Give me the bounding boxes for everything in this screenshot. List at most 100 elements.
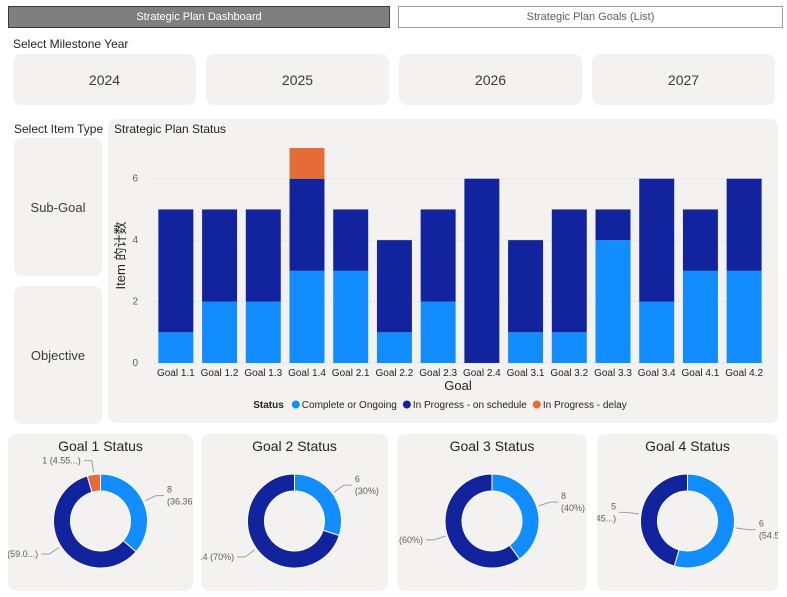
- donut-leader-line: [619, 511, 640, 515]
- donut-data-label: 8: [167, 485, 172, 495]
- strategic-plan-status-chart: Strategic Plan Status 0 2 4 6 Item 的计数 Goal 1.…: [113, 122, 766, 411]
- donut-leader-line: [41, 547, 60, 555]
- bar-segment[interactable]: [682, 209, 718, 271]
- donut-slice[interactable]: [294, 473, 342, 537]
- donut-data-label: 8: [561, 491, 566, 501]
- item-type-label: Select Item Type: [14, 122, 104, 136]
- bar-segment[interactable]: [726, 178, 762, 271]
- bar-segment[interactable]: [158, 332, 194, 363]
- x-tick-label: Goal 2.4: [463, 368, 501, 379]
- tab-strategic-plan-goals-list[interactable]: Strategic Plan Goals (List): [398, 6, 783, 28]
- donut-slice[interactable]: [673, 473, 735, 569]
- donut-leader-line: [333, 484, 352, 493]
- donut-leader-line: [735, 527, 756, 531]
- donut-slice[interactable]: [247, 473, 340, 569]
- bar-segment[interactable]: [595, 209, 631, 241]
- donut-leader-line: [538, 501, 559, 507]
- bar-segment[interactable]: [508, 240, 544, 333]
- donut-leader-line: [237, 549, 256, 558]
- x-tick-label: Goal 1.3: [244, 368, 282, 379]
- donut-data-label: 1 (4.55...): [42, 456, 81, 466]
- goal-1-status-donut: 8 (36.36%) 13 (59.0...) 1 (4.55...): [0, 456, 204, 569]
- legend-entry: In Progress - delay: [543, 400, 627, 411]
- goal-3-status-donut: 8 (40%) 12 (60%): [386, 473, 585, 569]
- item-type-sub-goal-button[interactable]: Sub-Goal: [14, 138, 102, 276]
- donut-slice[interactable]: [640, 473, 688, 567]
- legend-entry: In Progress - on schedule: [413, 400, 527, 411]
- milestone-year-label: Select Milestone Year: [13, 37, 129, 51]
- bar-segment[interactable]: [726, 270, 762, 363]
- bar-segment[interactable]: [202, 209, 238, 302]
- x-axis-label: Goal: [444, 378, 472, 393]
- donut-slice[interactable]: [86, 473, 101, 493]
- legend-entry: Complete or Ongoing: [302, 400, 397, 411]
- donut-slice[interactable]: [100, 473, 148, 553]
- bar-segment[interactable]: [639, 301, 675, 363]
- goal-4-status-panel: Goal 4 Status 6 (54.55%) 5 (45.45...): [580, 434, 787, 591]
- bar-segment[interactable]: [376, 240, 412, 333]
- donut-data-label: 13 (59.0...): [8, 549, 38, 559]
- bar-segment[interactable]: [551, 209, 587, 333]
- bar-segment[interactable]: [464, 178, 500, 363]
- bar-segment[interactable]: [376, 332, 412, 363]
- goal-3-status-title: Goal 3 Status: [449, 438, 535, 454]
- bar-segment[interactable]: [420, 209, 456, 302]
- donut-data-label: 12 (60%): [397, 535, 423, 545]
- donut-data-label: 14 (70%): [201, 552, 234, 562]
- bar-segment[interactable]: [289, 178, 325, 271]
- year-button-2027[interactable]: 2027: [592, 54, 775, 105]
- donut-leader-line: [425, 535, 446, 541]
- year-button-2024[interactable]: 2024: [13, 54, 196, 105]
- goal-2-status-donut: 6 (30%) 14 (70%): [198, 473, 379, 569]
- goal-2-status-panel: Goal 2 Status 6 (30%) 14 (70%): [198, 434, 388, 591]
- donut-slice[interactable]: [491, 473, 540, 560]
- x-tick-label: Goal 1.1: [157, 368, 195, 379]
- goal-3-status-panel: Goal 3 Status 8 (40%) 12 (60%): [386, 434, 587, 591]
- donut-slice[interactable]: [444, 473, 521, 569]
- x-tick-label: Goal 2.2: [376, 368, 414, 379]
- bar-segment[interactable]: [202, 301, 238, 363]
- bar-segment[interactable]: [158, 209, 194, 333]
- bar-segment[interactable]: [420, 301, 456, 363]
- y-tick-label: 6: [132, 174, 138, 185]
- bar-segment[interactable]: [508, 332, 544, 363]
- legend: Status Complete or Ongoing In Progress - o…: [253, 400, 627, 411]
- bar-segment[interactable]: [289, 148, 325, 179]
- x-tick-label: Goal 1.4: [288, 368, 326, 379]
- strategic-plan-status-panel: Strategic Plan Status 0 2 4 6 Item 的计数 Goal 1.…: [108, 119, 778, 423]
- bar-segment[interactable]: [245, 301, 281, 363]
- donut-leader-line: [144, 495, 164, 502]
- bar-segment[interactable]: [289, 270, 325, 363]
- goal-1-status-panel: Goal 1 Status 8 (36.36%) 13 (59.0...) 1 (4.…: [0, 434, 204, 591]
- bar-segment[interactable]: [595, 240, 631, 363]
- bar-segment[interactable]: [682, 270, 718, 363]
- donut-data-label: (45.45...): [597, 513, 616, 523]
- donut-data-label: 5: [611, 501, 616, 511]
- bar-segment[interactable]: [333, 270, 369, 363]
- bar-segment[interactable]: [551, 332, 587, 363]
- y-axis-label: Item 的计数: [113, 222, 128, 290]
- chart-title: Strategic Plan Status: [114, 122, 226, 136]
- item-type-objective-button[interactable]: Objective: [14, 286, 102, 424]
- legend-title: Status: [253, 400, 284, 411]
- legend-marker: [402, 400, 411, 409]
- x-tick-label: Goal 3.4: [638, 368, 676, 379]
- donut-slice[interactable]: [53, 475, 137, 569]
- bar-segment[interactable]: [333, 209, 369, 271]
- x-tick-label: Goal 2.1: [332, 368, 370, 379]
- x-tick-label: Goal 2.3: [419, 368, 457, 379]
- year-button-2026[interactable]: 2026: [399, 54, 582, 105]
- y-tick-label: 2: [132, 297, 138, 308]
- bar-segment[interactable]: [639, 178, 675, 302]
- donut-data-label: (40%): [561, 503, 585, 513]
- x-tick-label: Goal 3.1: [507, 368, 545, 379]
- year-button-2025[interactable]: 2025: [206, 54, 389, 105]
- goal-1-status-title: Goal 1 Status: [58, 438, 143, 454]
- legend-marker: [532, 400, 541, 409]
- donut-data-label: (36.36%): [167, 497, 193, 507]
- tab-strategic-plan-dashboard[interactable]: Strategic Plan Dashboard: [8, 6, 390, 28]
- x-tick-label: Goal 4.1: [682, 368, 720, 379]
- goal-4-status-donut: 6 (54.55%) 5 (45.45...): [580, 473, 787, 569]
- y-tick-label: 4: [132, 235, 138, 246]
- bar-segment[interactable]: [245, 209, 281, 302]
